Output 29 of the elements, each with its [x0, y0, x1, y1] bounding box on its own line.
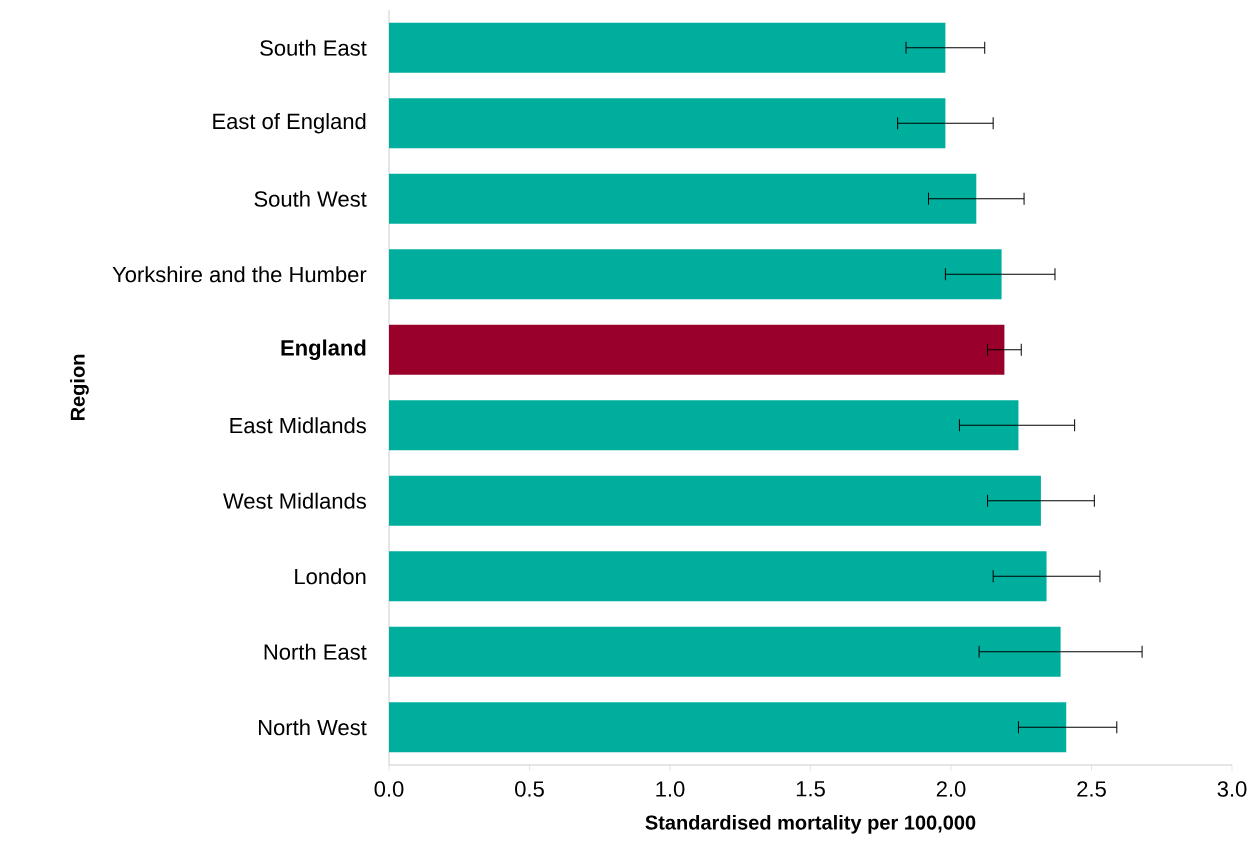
x-axis-title: Standardised mortality per 100,000	[645, 814, 976, 834]
bar	[389, 249, 1002, 300]
bar	[389, 22, 946, 73]
x-tick-label: 2.5	[1077, 781, 1106, 797]
bar	[389, 702, 1067, 753]
y-axis-title: Region	[70, 354, 89, 421]
bar	[389, 626, 1061, 677]
y-tick-label: London	[295, 568, 366, 585]
x-tick-label: 1.5	[796, 781, 825, 797]
y-tick-label: England	[281, 339, 366, 361]
y-tick-label: West Midlands	[223, 492, 366, 509]
y-tick-label: North West	[258, 719, 367, 736]
x-tick-label: 0.5	[515, 781, 544, 797]
x-tick-label: 3.0	[1217, 781, 1247, 797]
bar	[389, 173, 977, 224]
x-tick-label: 1.0	[656, 781, 685, 797]
bar	[389, 551, 1047, 602]
bar	[389, 324, 1005, 375]
y-tick-label: North East	[264, 643, 367, 660]
bar	[389, 475, 1041, 526]
bar	[389, 400, 1019, 451]
y-tick-label: East Midlands	[230, 417, 366, 434]
y-tick-label: South East	[260, 39, 367, 56]
y-tick-label: East of England	[213, 113, 366, 134]
bar	[389, 98, 946, 149]
y-tick-label: Yorkshire and the Humber	[112, 266, 367, 283]
y-tick-label: South West	[254, 190, 367, 207]
x-tick-label: 0.0	[374, 781, 404, 797]
x-tick-label: 2.0	[936, 781, 966, 797]
